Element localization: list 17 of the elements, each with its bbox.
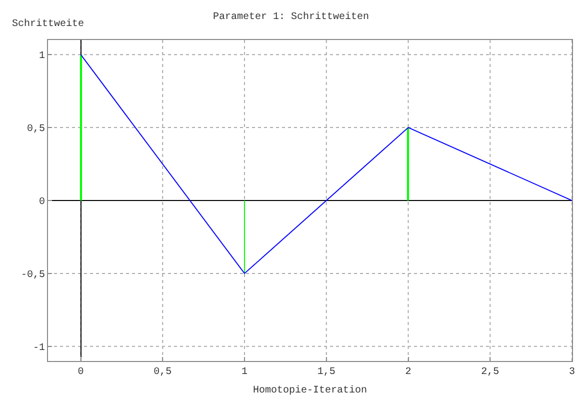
bar (80, 54, 82, 200)
y-tick-label: -1 (32, 342, 45, 354)
y-tick-label: 1 (38, 51, 45, 62)
x-tick-label: 1,5 (317, 367, 336, 378)
x-tick-label: 3 (568, 367, 576, 378)
y-axis-title: Schrittweite (12, 18, 84, 30)
y-tick-label: 0,5 (26, 124, 45, 136)
y-tick-label: -0,5 (20, 270, 45, 281)
x-tick-label: 0,5 (154, 367, 172, 378)
x-tick-label: 1 (241, 367, 248, 378)
x-tick-label: 2 (405, 367, 412, 378)
x-tick-label: 2,5 (481, 367, 500, 378)
x-axis-title: Homotopie-Iteration (252, 384, 368, 396)
line-series (80, 54, 572, 274)
chart-title: Parameter 1: Schrittweiten (212, 11, 370, 24)
x-tick-label: 0 (78, 367, 84, 378)
y-tick-label: 0 (38, 197, 45, 208)
